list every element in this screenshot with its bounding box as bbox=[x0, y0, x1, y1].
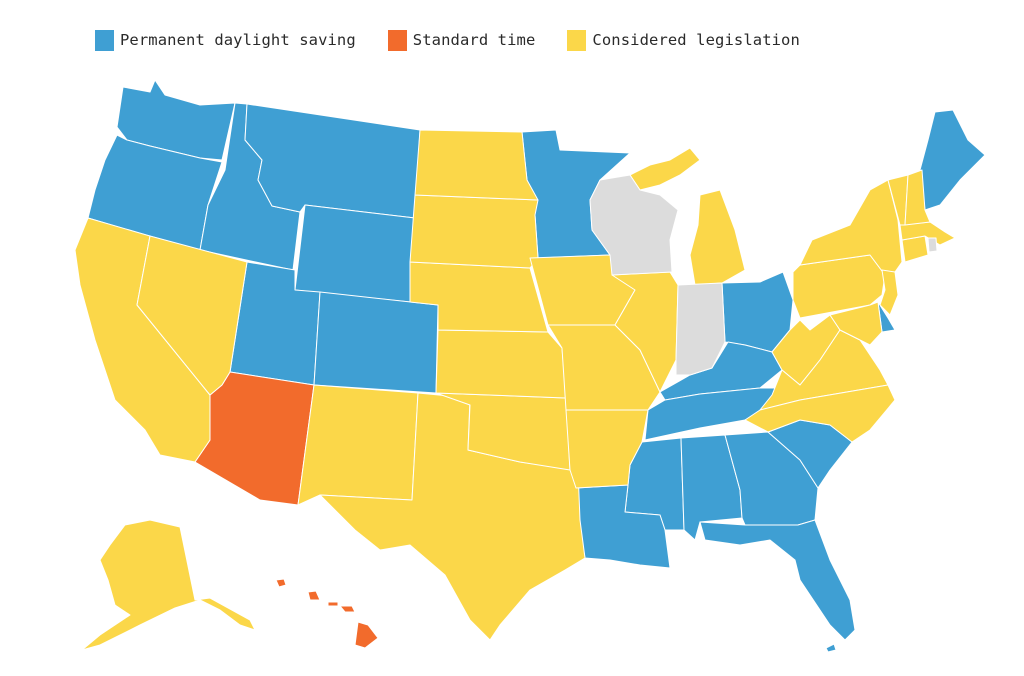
state-mi bbox=[689, 189, 746, 286]
legend-label: Considered legislation bbox=[592, 31, 800, 49]
state-sd bbox=[409, 194, 539, 269]
legend-item-considered: Considered legislation bbox=[567, 29, 800, 51]
state-ma bbox=[899, 221, 956, 246]
fl-keys bbox=[825, 643, 837, 653]
state-il bbox=[611, 271, 679, 393]
state-ks bbox=[435, 329, 567, 399]
state-ny bbox=[799, 179, 903, 276]
considered-states bbox=[74, 129, 956, 651]
state-ri bbox=[927, 237, 938, 253]
state-me bbox=[919, 109, 986, 211]
legend-swatch-yellow bbox=[567, 29, 587, 51]
state-nm bbox=[297, 384, 419, 506]
state-hi-5 bbox=[354, 621, 379, 649]
legend-label: Permanent daylight saving bbox=[120, 31, 356, 49]
permanent-dst-states bbox=[87, 79, 986, 653]
state-nv bbox=[136, 235, 248, 396]
legend: Permanent daylight saving Standard time … bbox=[95, 29, 832, 51]
legend-label: Standard time bbox=[412, 31, 536, 49]
state-ar bbox=[565, 409, 649, 489]
state-hi-3 bbox=[327, 601, 339, 607]
state-md bbox=[829, 301, 883, 346]
state-ak bbox=[81, 519, 256, 651]
state-nc bbox=[744, 384, 896, 443]
state-co bbox=[313, 291, 439, 394]
no-action-states bbox=[589, 174, 938, 376]
state-hi-4 bbox=[339, 605, 356, 613]
state-fl bbox=[699, 519, 856, 641]
state-nj bbox=[879, 269, 899, 316]
legend-swatch-orange bbox=[387, 29, 407, 51]
state-in bbox=[675, 282, 726, 376]
legend-item-permanent-dst: Permanent daylight saving bbox=[95, 29, 356, 51]
state-hi-1 bbox=[275, 578, 287, 588]
state-ct bbox=[901, 235, 929, 263]
state-mi-up bbox=[629, 147, 701, 191]
state-wy bbox=[294, 204, 416, 303]
state-wi bbox=[589, 174, 679, 276]
legend-swatch-blue bbox=[95, 29, 114, 51]
state-hi-2 bbox=[307, 590, 321, 601]
state-mt bbox=[244, 103, 421, 219]
state-nh bbox=[904, 169, 931, 226]
state-nd bbox=[414, 129, 539, 201]
legend-item-standard-time: Standard time bbox=[387, 29, 536, 51]
